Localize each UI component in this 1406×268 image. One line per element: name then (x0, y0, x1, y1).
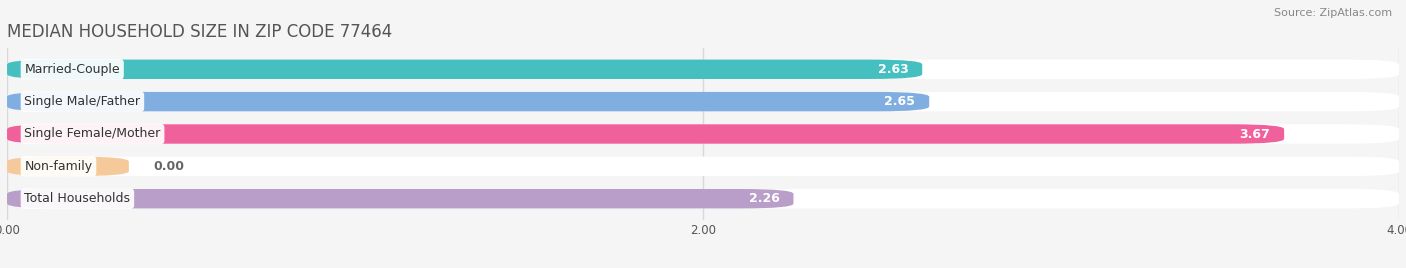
FancyBboxPatch shape (7, 124, 1284, 144)
Text: 2.63: 2.63 (877, 63, 908, 76)
FancyBboxPatch shape (7, 92, 929, 111)
FancyBboxPatch shape (7, 157, 129, 176)
FancyBboxPatch shape (7, 189, 793, 209)
FancyBboxPatch shape (7, 59, 1399, 79)
Text: Married-Couple: Married-Couple (24, 63, 120, 76)
Text: 0.00: 0.00 (153, 160, 184, 173)
Text: 2.26: 2.26 (748, 192, 779, 205)
Text: Non-family: Non-family (24, 160, 93, 173)
FancyBboxPatch shape (7, 59, 922, 79)
Text: Source: ZipAtlas.com: Source: ZipAtlas.com (1274, 8, 1392, 18)
FancyBboxPatch shape (7, 124, 1399, 144)
FancyBboxPatch shape (7, 92, 1399, 111)
FancyBboxPatch shape (7, 157, 1399, 176)
Text: Total Households: Total Households (24, 192, 131, 205)
FancyBboxPatch shape (7, 189, 1399, 209)
Text: Single Male/Father: Single Male/Father (24, 95, 141, 108)
Text: 3.67: 3.67 (1240, 128, 1270, 140)
Text: Single Female/Mother: Single Female/Mother (24, 128, 160, 140)
Text: MEDIAN HOUSEHOLD SIZE IN ZIP CODE 77464: MEDIAN HOUSEHOLD SIZE IN ZIP CODE 77464 (7, 23, 392, 41)
Text: 2.65: 2.65 (884, 95, 915, 108)
